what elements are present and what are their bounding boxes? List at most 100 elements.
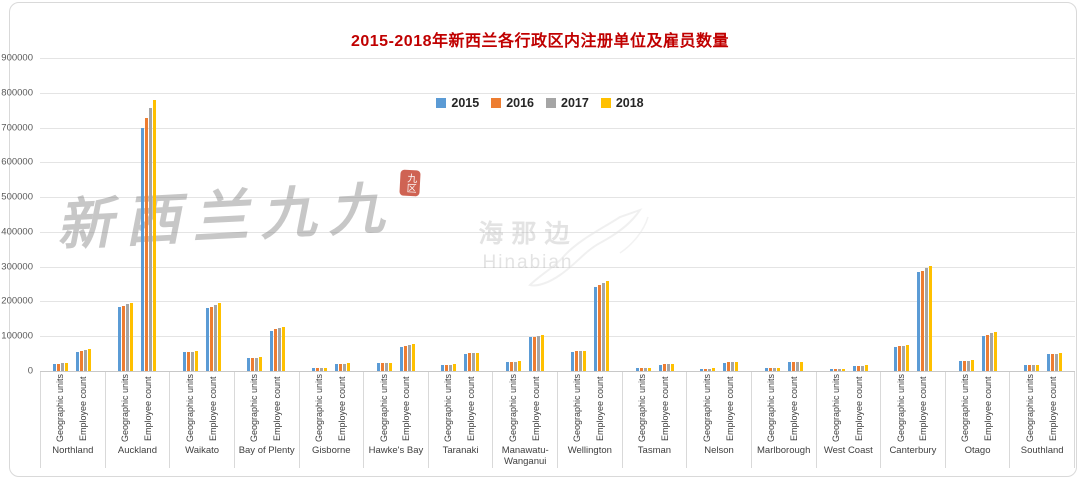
legend-swatch-icon — [491, 98, 502, 108]
bar-cluster-employee-count — [76, 58, 92, 371]
bar-2016 — [597, 285, 601, 371]
bar-2018 — [864, 365, 868, 371]
region-label: Otago — [964, 445, 991, 456]
bar-2015 — [958, 361, 962, 371]
bar-2018 — [647, 368, 651, 371]
region-bars-west-coast — [816, 58, 881, 371]
subgroup-label-employee-count: Employee count — [466, 376, 477, 441]
subgroup-label-employee-count: Employee count — [336, 376, 347, 441]
bar-2015 — [441, 364, 445, 371]
bar-2016 — [639, 368, 643, 371]
bar-2016 — [145, 117, 149, 371]
bar-2018 — [993, 332, 997, 371]
bar-2017 — [601, 283, 605, 371]
bar-2016 — [662, 364, 666, 371]
bar-2015 — [312, 368, 316, 371]
bar-2018 — [970, 360, 974, 371]
bar-2017 — [708, 368, 712, 371]
subgroup-label-geographic-units: Geographic units — [830, 373, 841, 442]
subgroup-label-employee-count: Employee count — [78, 376, 89, 441]
subgroup-labels: Geographic units Employee count — [364, 372, 428, 442]
bar-2017 — [126, 304, 130, 371]
subgroup-label-employee-count: Employee count — [659, 376, 670, 441]
region-bars-tasman — [622, 58, 687, 371]
bar-2017 — [731, 362, 735, 371]
bar-2015 — [141, 127, 145, 371]
bar-2018 — [130, 302, 134, 371]
bar-2017 — [1054, 353, 1058, 371]
legend-label: 2017 — [561, 96, 589, 110]
bar-cluster-geographic-units — [1023, 58, 1039, 371]
subgroup-label-geographic-units: Geographic units — [313, 373, 324, 442]
bar-2016 — [791, 362, 795, 371]
region-bars-taranaki — [428, 58, 493, 371]
subgroup-labels: Geographic units Employee count — [946, 372, 1010, 442]
bar-2015 — [399, 346, 403, 371]
bar-2017 — [320, 368, 324, 371]
bar-2015 — [270, 331, 274, 371]
subgroup-label-employee-count: Employee count — [724, 376, 735, 441]
bar-2017 — [84, 350, 88, 371]
region-bars-waikato — [169, 58, 234, 371]
subgroup-label-employee-count: Employee count — [789, 376, 800, 441]
subgroup-labels: Geographic units Employee count — [558, 372, 622, 442]
x-category-marlborough: Geographic units Employee count Marlboroug… — [752, 372, 817, 468]
watermark-brand-en: Hinabian — [482, 252, 574, 273]
subgroup-label-employee-count: Employee count — [530, 376, 541, 441]
y-axis: 0 100000 200000 300000 400000 500000 600000 700… — [0, 53, 35, 377]
bar-2017 — [989, 333, 993, 371]
region-bars-southland — [1010, 58, 1075, 371]
bar-2017 — [190, 351, 194, 371]
subgroup-label-employee-count: Employee count — [983, 376, 994, 441]
bar-cluster-geographic-units — [506, 58, 522, 371]
subgroup-label-geographic-units: Geographic units — [443, 373, 454, 442]
bar-2018 — [388, 362, 392, 371]
bar-2015 — [1023, 365, 1027, 371]
bar-cluster-employee-count — [723, 58, 739, 371]
bar-2016 — [574, 351, 578, 371]
y-axis-tick-label: 100000 — [1, 330, 33, 342]
bar-2016 — [122, 305, 126, 371]
bar-2016 — [339, 363, 343, 371]
region-bars-wellington — [558, 58, 623, 371]
bar-series-area — [40, 58, 1075, 371]
subgroup-labels: Geographic units Employee count — [106, 372, 170, 442]
bar-2015 — [593, 286, 597, 371]
watermark-brand-cn: 海那边 — [478, 220, 578, 248]
bar-2015 — [852, 365, 856, 371]
region-label: Bay of Plenty — [238, 445, 295, 456]
bar-2018 — [799, 361, 803, 371]
gridline — [40, 162, 1075, 164]
bar-2016 — [209, 306, 213, 371]
subgroup-labels: Geographic units Employee count — [235, 372, 299, 442]
gridline — [40, 301, 1075, 303]
region-label: Waikato — [185, 445, 220, 456]
bar-2016 — [445, 364, 449, 371]
bar-cluster-employee-count — [205, 58, 221, 371]
bar-2015 — [764, 367, 768, 371]
bar-2016 — [768, 367, 772, 371]
region-bars-canterbury — [881, 58, 946, 371]
bar-2018 — [582, 350, 586, 371]
bar-cluster-geographic-units — [829, 58, 845, 371]
x-category-bay-of-plenty: Geographic units Employee count Bay of Ple… — [235, 372, 300, 468]
subgroup-label-employee-count: Employee count — [853, 376, 864, 441]
subgroup-label-employee-count: Employee count — [272, 376, 283, 441]
bar-2017 — [255, 357, 259, 371]
bar-2018 — [453, 364, 457, 371]
subgroup-label-employee-count: Employee count — [207, 376, 218, 441]
subgroup-label-geographic-units: Geographic units — [507, 373, 518, 442]
bar-2018 — [476, 352, 480, 371]
x-category-auckland: Geographic units Employee count Auckland — [106, 372, 171, 468]
subgroup-labels: Geographic units Employee count — [881, 372, 945, 442]
legend-item-2015: 2015 — [436, 96, 479, 110]
x-category-west-coast: Geographic units Employee count West Coast — [817, 372, 882, 468]
x-category-gisborne: Geographic units Employee count Gisborne — [300, 372, 365, 468]
bar-2018 — [541, 335, 545, 371]
x-axis: Geographic units Employee count Northland G… — [40, 371, 1075, 468]
bar-2018 — [906, 345, 910, 371]
region-label: Tasman — [637, 445, 672, 456]
bar-cluster-geographic-units — [700, 58, 716, 371]
region-label: Southland — [1020, 445, 1064, 456]
bar-cluster-employee-count — [270, 58, 286, 371]
